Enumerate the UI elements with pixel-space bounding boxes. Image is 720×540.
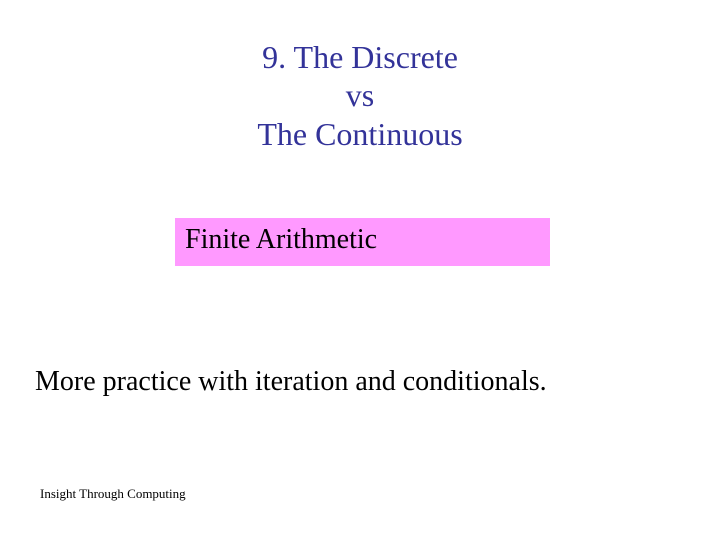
title-line-1: 9. The Discrete — [160, 38, 560, 76]
title-line-3: The Continuous — [160, 115, 560, 153]
subtitle-text: Finite Arithmetic — [185, 224, 377, 255]
subtitle-highlight-box: Finite Arithmetic — [175, 218, 550, 266]
body-text: More practice with iteration and conditi… — [35, 366, 547, 398]
footer-text: Insight Through Computing — [40, 486, 186, 502]
slide-title: 9. The Discrete vs The Continuous — [160, 38, 560, 153]
title-line-2: vs — [160, 76, 560, 114]
